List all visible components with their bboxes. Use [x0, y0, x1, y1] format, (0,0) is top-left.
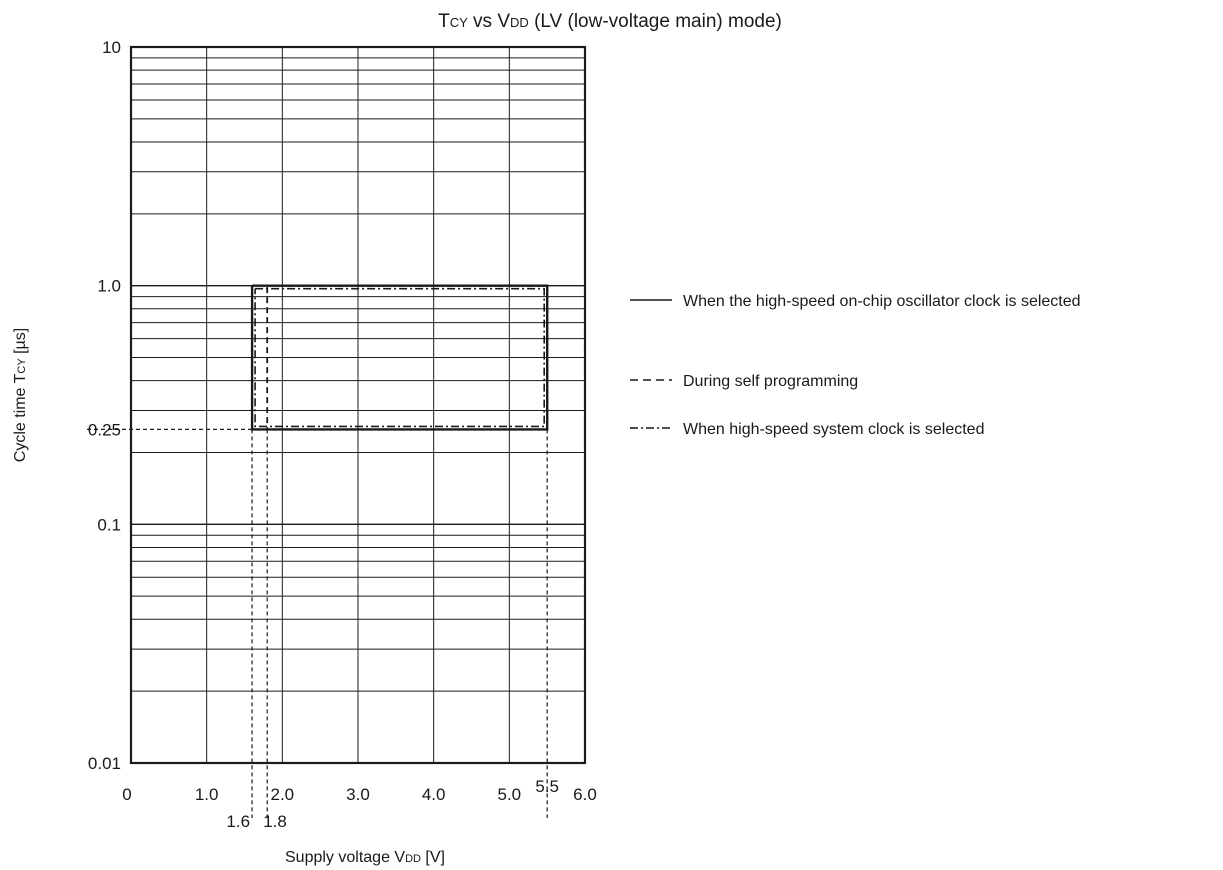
- x-tick-label: 5.0: [498, 785, 522, 804]
- x-tick-label: 2.0: [271, 785, 295, 804]
- x-extra-tick-label: 1.6: [226, 812, 250, 831]
- legend-label-3: When high-speed system clock is selected: [683, 421, 984, 438]
- legend: When the high-speed on-chip oscillator c…: [630, 293, 1081, 438]
- x-tick-label: 6.0: [573, 785, 597, 804]
- y-tick-labels: 10 1.0 0.25 0.1 0.01: [88, 38, 121, 773]
- x-tick-label: 4.0: [422, 785, 446, 804]
- legend-label-2: During self programming: [683, 373, 858, 390]
- chart-title: TCY vs VDD (LV (low-voltage main) mode): [438, 11, 782, 32]
- x-tick-label: 1.0: [195, 785, 219, 804]
- y-tick-label: 1.0: [97, 277, 121, 296]
- series-group: [250, 284, 549, 431]
- series-line-3: [254, 287, 545, 428]
- y-tick-label: 0.1: [97, 515, 121, 534]
- x-axis-label: Supply voltage VDD [V]: [285, 849, 445, 866]
- legend-label-1: When the high-speed on-chip oscillator c…: [683, 293, 1081, 310]
- reference-lines: [87, 428, 548, 818]
- grid: [131, 47, 585, 763]
- x-tick-label: 0: [122, 785, 131, 804]
- x-tick-label: 3.0: [346, 785, 370, 804]
- y-tick-label: 10: [102, 38, 121, 57]
- x-extra-tick-label: 1.8: [263, 812, 287, 831]
- plot-frame: [129, 45, 587, 765]
- y-tick-label: 0.25: [88, 420, 121, 439]
- series-line-2: [266, 284, 549, 431]
- y-axis-label: Cycle time TCY [µs]: [12, 328, 29, 462]
- x-extra-tick-label: 5.5: [535, 777, 559, 796]
- x-tick-labels: 0 1.0 2.0 3.0 4.0 5.0 6.0 1.6 1.8 5.5: [122, 777, 597, 831]
- y-tick-label: 0.01: [88, 754, 121, 773]
